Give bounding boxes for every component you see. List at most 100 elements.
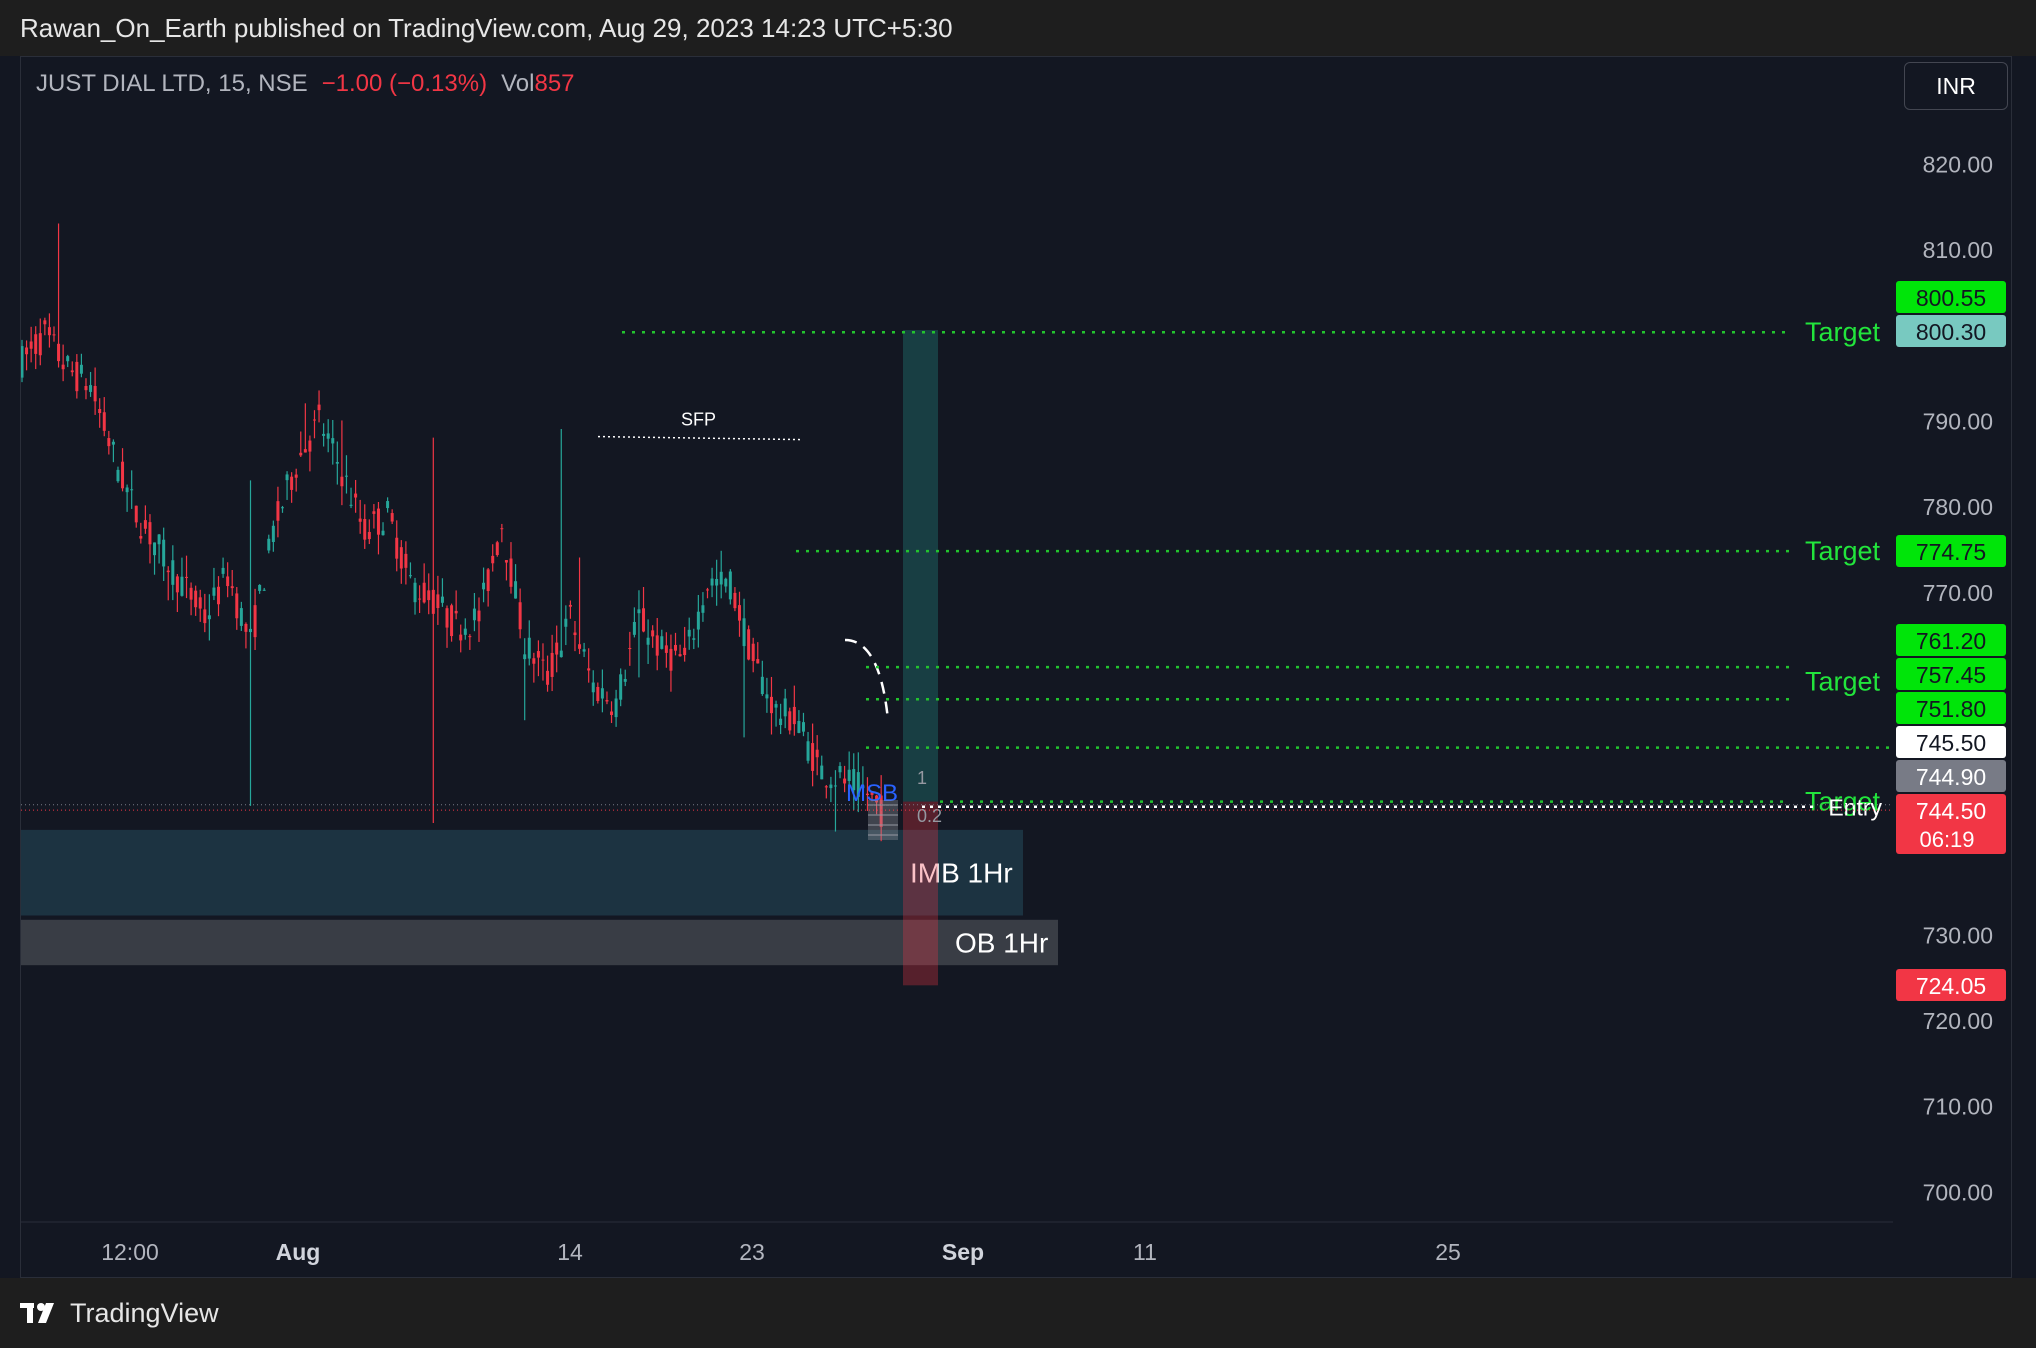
candle-body [742,618,746,647]
position-loss-zone [903,801,938,986]
candle-body [331,438,335,444]
candle-body [664,645,668,653]
candle-body [811,743,815,771]
candle-body [93,385,97,402]
candle-body [66,356,70,362]
price-label-text: 744.50 [1916,798,1986,824]
target-label: Target [1805,787,1881,817]
candle-body [171,560,175,585]
candle-body [605,700,609,702]
candle-body [162,539,166,567]
price-label-text: 751.80 [1916,696,1986,722]
candle-body [38,333,42,356]
candle-body [221,567,225,574]
candle-body [792,706,796,725]
price-label-tag [1896,315,2006,347]
candle-body [299,452,303,456]
candle-body [267,538,271,551]
candle-body [687,629,691,637]
x-axis: 12:00 Aug 14 23 Sep 11 25 [101,1239,1461,1265]
fib-label-2: 0.2 [917,806,942,826]
currency-button[interactable]: INR [1904,62,2008,110]
candle-body [596,686,600,701]
candle-body [262,589,266,591]
candle-body [852,769,856,791]
candle-body [203,609,207,624]
candle-body [79,364,83,374]
candle-body [121,461,125,489]
price-label-text: 757.45 [1916,662,1986,688]
candle-body [710,578,714,586]
price-label-text: 724.05 [1916,973,1986,999]
candle-body [541,659,545,661]
candle-body [477,610,481,622]
y-tick-label: 780.00 [1923,494,1993,520]
zone-label: OB 1Hr [955,927,1048,958]
price-label-text: 761.20 [1916,628,1986,654]
x-tick-label: 25 [1435,1239,1461,1265]
candle-body [52,334,56,336]
candle-body [335,462,339,464]
candle-body [806,741,810,761]
footer-bar: TradingView [0,1278,2036,1348]
candle-body [632,622,636,635]
symbol-name[interactable]: JUST DIAL LTD, 15, NSE [36,70,308,97]
candle-body [386,501,390,509]
tradingview-logo-icon [20,1303,54,1323]
y-tick-label: 820.00 [1923,152,1993,178]
candle-body [769,696,773,714]
y-tick-label: 790.00 [1923,408,1993,434]
candle-body [833,785,837,787]
price-label-text: 800.30 [1916,319,1986,345]
candle-body [610,711,614,715]
candle-body [280,507,284,509]
candle-body [692,638,696,640]
candle-body [756,659,760,664]
candle-body [824,786,828,788]
zone-label: IMB 1Hr [910,858,1013,889]
msb-label: MSB [846,780,898,807]
candle-body [463,628,467,635]
candle-body [546,670,550,685]
candle-body [737,605,741,621]
y-axis: 820.00 810.00 790.00 780.00 770.00 730.00 720.… [1923,152,1993,1206]
candle-body [349,504,353,506]
candle-body [696,611,700,630]
candle-body [153,542,157,556]
candle-body [472,608,476,621]
tradingview-logo[interactable]: TradingView [20,1298,219,1329]
candle-body [568,604,572,607]
y-tick-label: 710.00 [1923,1094,1993,1120]
candle-body [308,440,312,452]
candle-body [642,608,646,632]
candle-body [523,654,527,660]
candle-body [354,493,358,498]
candle-body [326,433,330,439]
candle-body [450,605,454,637]
price-label-tag [1896,692,2006,724]
candle-body [418,598,422,600]
candle-body [390,513,394,522]
candle-body [445,608,449,628]
candle-body [491,555,495,564]
price-label-tag [1896,760,2006,792]
candle-body [98,408,102,414]
y-tick-label: 730.00 [1923,922,1993,948]
candle-body [230,586,234,589]
candle-body [587,668,591,671]
candle-body [21,346,24,378]
candle-body [363,518,367,540]
candle-body [591,682,595,693]
candle-body [751,643,755,662]
candle-body [408,575,412,577]
candle-body [660,636,664,649]
countdown-label: 06:19 [1919,827,1974,852]
candle-body [719,571,723,585]
candle-body [258,584,262,591]
candle-body [518,602,522,630]
candle-body [276,501,280,521]
candle-body [573,632,577,636]
candle-body [89,385,93,392]
candle-body [728,571,732,600]
